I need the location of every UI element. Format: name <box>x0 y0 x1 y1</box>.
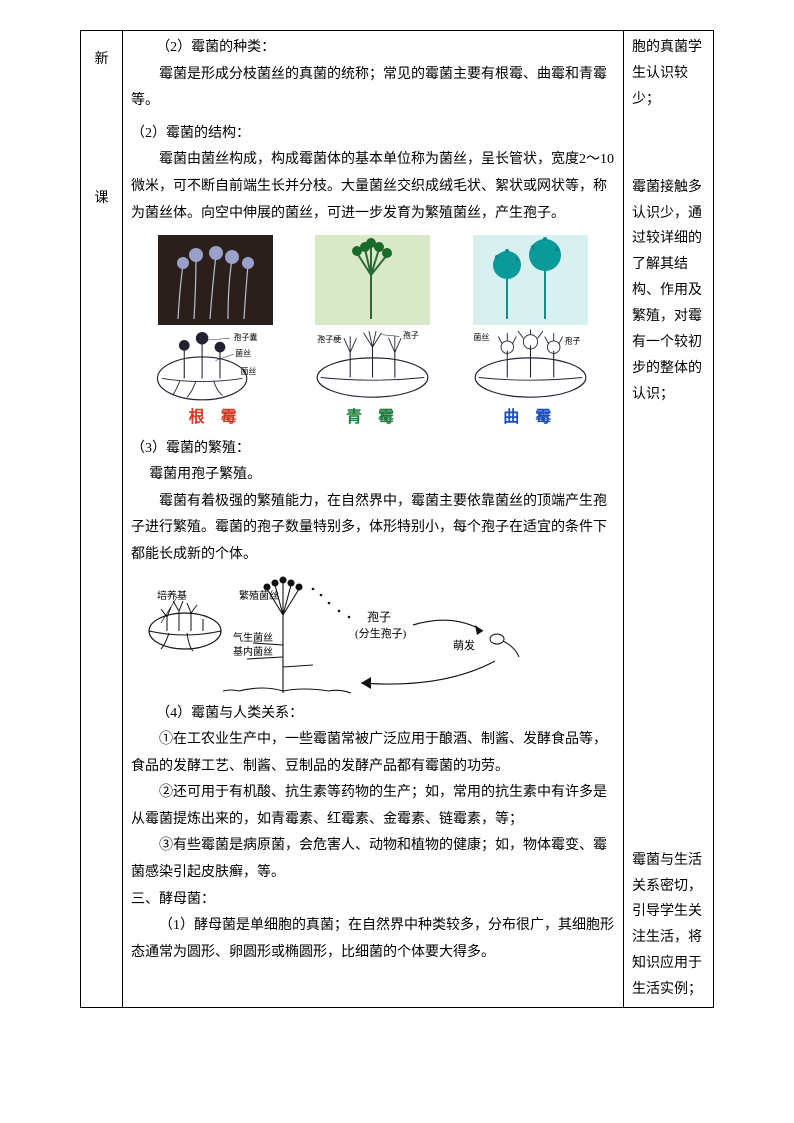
svg-text:孢子: 孢子 <box>564 336 580 346</box>
yeast-p1: （1）酵母菌是单细胞的真菌；在自然界中种类较多，分布很广，其细胞形态通常为圆形、… <box>131 913 615 966</box>
note-3: 霉菌与生活关系密切，引导学生关注生活，将知识应用于生活实例； <box>632 848 705 1003</box>
svg-text:培养基: 培养基 <box>157 589 187 602</box>
note-1: 胞的真菌学生认识较少； <box>632 35 705 113</box>
sec2-types-heading: （2）霉菌的种类： <box>131 35 615 62</box>
rhizopus-label: 根 霉 <box>189 403 243 433</box>
content-column: （2）霉菌的种类： 霉菌是形成分枝菌丝的真菌的统称；常见的霉菌主要有根霉、曲霉和… <box>123 31 624 1008</box>
yeast-heading: 三、酵母菌： <box>131 887 615 914</box>
svg-text:菌丝: 菌丝 <box>241 366 257 376</box>
sec2-struct-text: 霉菌由菌丝构成，构成霉菌体的基本单位称为菌丝，呈长管状，宽度2～10微米，可不断… <box>131 147 615 227</box>
svg-text:气生菌丝: 气生菌丝 <box>233 631 273 644</box>
penicillium-diagram: 孢子 孢子梗 <box>310 329 435 401</box>
lesson-table: 新 课 （2）霉菌的种类： 霉菌是形成分枝菌丝的真菌的统称；常见的霉菌主要有根霉… <box>80 30 714 1008</box>
aspergillus-label: 曲 霉 <box>503 403 557 433</box>
sec4-p1: ①在工农业生产中，一些霉菌常被广泛应用于酿酒、制酱、发酵食品等，食品的发酵工艺、… <box>131 727 615 780</box>
svg-text:菌丝: 菌丝 <box>235 348 251 358</box>
notes-column: 胞的真菌学生认识较少； 霉菌接触多认识少，通过较详细的了解其结构、作用及繁殖，对… <box>624 31 714 1008</box>
svg-text:萌发: 萌发 <box>453 638 475 652</box>
rhizopus-diagram: 孢子囊 菌丝 菌丝 <box>153 329 278 401</box>
sec2-struct-heading: （2）霉菌的结构： <box>131 121 615 148</box>
note-2: 霉菌接触多认识少，通过较详细的了解其结构、作用及繁殖，对霉有一个较初步的整体的认… <box>632 175 705 408</box>
mold-rhizopus: 孢子囊 菌丝 菌丝 根 霉 <box>140 235 291 433</box>
rhizopus-photo <box>158 235 273 325</box>
aspergillus-diagram: 菌丝 孢子 <box>468 329 593 401</box>
aspergillus-photo <box>473 235 588 325</box>
sec3-heading: （3）霉菌的繁殖： <box>131 436 615 463</box>
penicillium-photo <box>315 235 430 325</box>
stage-column: 新 课 <box>81 31 123 1008</box>
mold-penicillium: 孢子 孢子梗 青 霉 <box>297 235 448 433</box>
svg-text:孢子梗: 孢子梗 <box>318 334 342 344</box>
mold-aspergillus: 菌丝 孢子 曲 霉 <box>455 235 606 433</box>
sec3-text: 霉菌有着极强的繁殖能力，在自然界中，霉菌主要依靠菌丝的顶端产生孢子进行繁殖。霉菌… <box>131 489 615 569</box>
sec3-line1: 霉菌用孢子繁殖。 <box>131 462 615 489</box>
svg-text:孢子: 孢子 <box>367 610 391 624</box>
sec2-types-text: 霉菌是形成分枝菌丝的真菌的统称；常见的霉菌主要有根霉、曲霉和青霉等。 <box>131 62 615 115</box>
penicillium-label: 青 霉 <box>346 403 400 433</box>
sec4-p2: ②还可用于有机酸、抗生素等药物的生产；如，常用的抗生素中有许多是从霉菌提炼出来的… <box>131 780 615 833</box>
stage-char-2: 课 <box>89 174 114 223</box>
lifecycle-diagram: 培养基 繁殖菌丝 气生菌丝 基内菌丝 孢子 (分生孢子) 萌发 <box>143 575 615 695</box>
sec4-p3: ③有些霉菌是病原菌，会危害人、动物和植物的健康；如，物体霉变、霉菌感染引起皮肤癣… <box>131 833 615 886</box>
stage-char-1: 新 <box>89 35 114 84</box>
molds-comparison: 孢子囊 菌丝 菌丝 根 霉 <box>131 235 615 433</box>
svg-text:孢子: 孢子 <box>403 330 419 340</box>
svg-text:孢子囊: 孢子囊 <box>234 332 258 342</box>
svg-text:(分生孢子): (分生孢子) <box>355 626 407 640</box>
svg-text:繁殖菌丝: 繁殖菌丝 <box>239 589 279 602</box>
svg-text:菌丝: 菌丝 <box>473 332 489 342</box>
svg-text:基内菌丝: 基内菌丝 <box>233 645 273 658</box>
sec4-heading: （4）霉菌与人类关系： <box>131 701 615 728</box>
